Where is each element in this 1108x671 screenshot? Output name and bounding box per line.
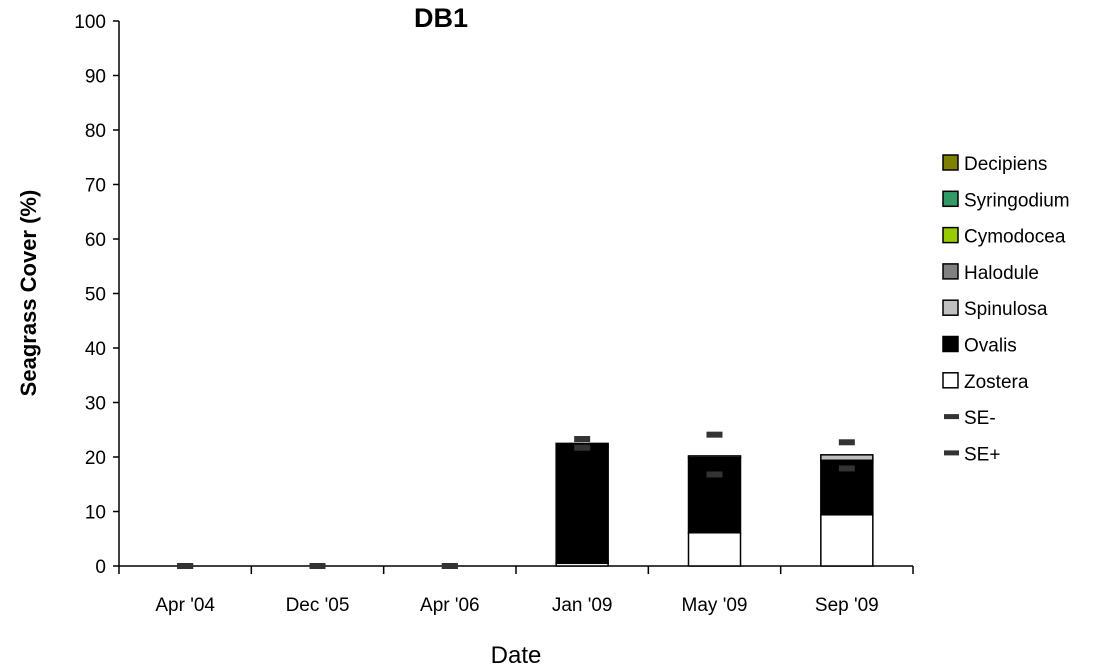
bar-segment-spinulosa xyxy=(687,455,742,459)
legend-label-zostera: Zostera xyxy=(964,372,1029,393)
y-tick-label: 0 xyxy=(95,557,106,578)
legend-swatch-cymodocea xyxy=(942,226,959,244)
y-tick-label: 100 xyxy=(74,12,106,33)
legend-swatch-se-plus xyxy=(944,450,959,456)
legend-label-syringodium: Syringodium xyxy=(964,190,1070,211)
error-marker-seplus xyxy=(838,439,855,446)
legend-swatch-syringodium xyxy=(942,190,959,208)
error-marker-seplus xyxy=(706,431,723,438)
legend-label-spinulosa: Spinulosa xyxy=(964,299,1048,320)
plot-area: 0 10 20 30 40 50 60 70 80 90 100 Apr '04 Dec '05 Apr … xyxy=(74,12,914,616)
error-marker-seplus xyxy=(441,563,458,569)
y-tick-label: 80 xyxy=(85,121,106,142)
y-tick-label: 30 xyxy=(85,394,106,415)
y-tick-label: 90 xyxy=(85,67,106,88)
error-marker-seminus xyxy=(574,444,591,451)
legend-label-ovalis: Ovalis xyxy=(964,336,1017,357)
legend-swatch-se-minus xyxy=(944,414,959,420)
legend-label-cymodocea: Cymodocea xyxy=(964,227,1066,248)
legend-label-decipiens: Decipiens xyxy=(964,154,1047,175)
x-tick-label: Apr '04 xyxy=(155,595,215,616)
chart-title: DB1 xyxy=(414,3,468,33)
legend-swatch-zostera xyxy=(942,372,959,389)
bar-segment-zostera xyxy=(687,532,742,567)
bar-segment-ovalis xyxy=(555,442,609,565)
y-tick-label: 40 xyxy=(85,339,106,360)
legend-label-se-plus: SE+ xyxy=(964,444,1000,465)
error-marker-seplus xyxy=(309,563,326,569)
y-tick-label: 50 xyxy=(85,285,106,306)
x-tick-label: May '09 xyxy=(682,595,748,616)
legend-label-halodule: Halodule xyxy=(964,263,1039,284)
x-tick-label: Jan '09 xyxy=(552,595,613,616)
error-marker-seplus xyxy=(177,563,194,569)
x-tick-label: Apr '06 xyxy=(420,595,480,616)
y-tick-label: 70 xyxy=(85,176,106,197)
x-axis-label: Date xyxy=(491,642,542,669)
y-tick-label: 60 xyxy=(85,230,106,251)
bar-segment-spinulosa xyxy=(820,454,874,462)
y-tick-label: 10 xyxy=(85,503,106,524)
error-marker-seplus xyxy=(574,436,591,443)
x-tick-label: Dec '05 xyxy=(286,595,350,616)
error-marker-seminus xyxy=(838,465,855,472)
legend: Decipiens Syringodium Cymodocea Halodule Spi… xyxy=(942,154,1070,465)
y-axis-label: Seagrass Cover (%) xyxy=(16,190,41,397)
bar-segment-zostera xyxy=(820,514,874,567)
legend-swatch-spinulosa xyxy=(942,299,959,316)
x-tick-label: Sep '09 xyxy=(815,595,879,616)
legend-swatch-ovalis xyxy=(942,335,959,353)
y-tick-label: 20 xyxy=(85,448,106,469)
bar-segment-ovalis xyxy=(687,456,742,534)
legend-label-se-minus: SE- xyxy=(964,408,996,429)
legend-swatch-decipiens xyxy=(942,154,959,171)
error-marker-seminus xyxy=(706,471,723,478)
legend-swatch-halodule xyxy=(942,263,959,280)
